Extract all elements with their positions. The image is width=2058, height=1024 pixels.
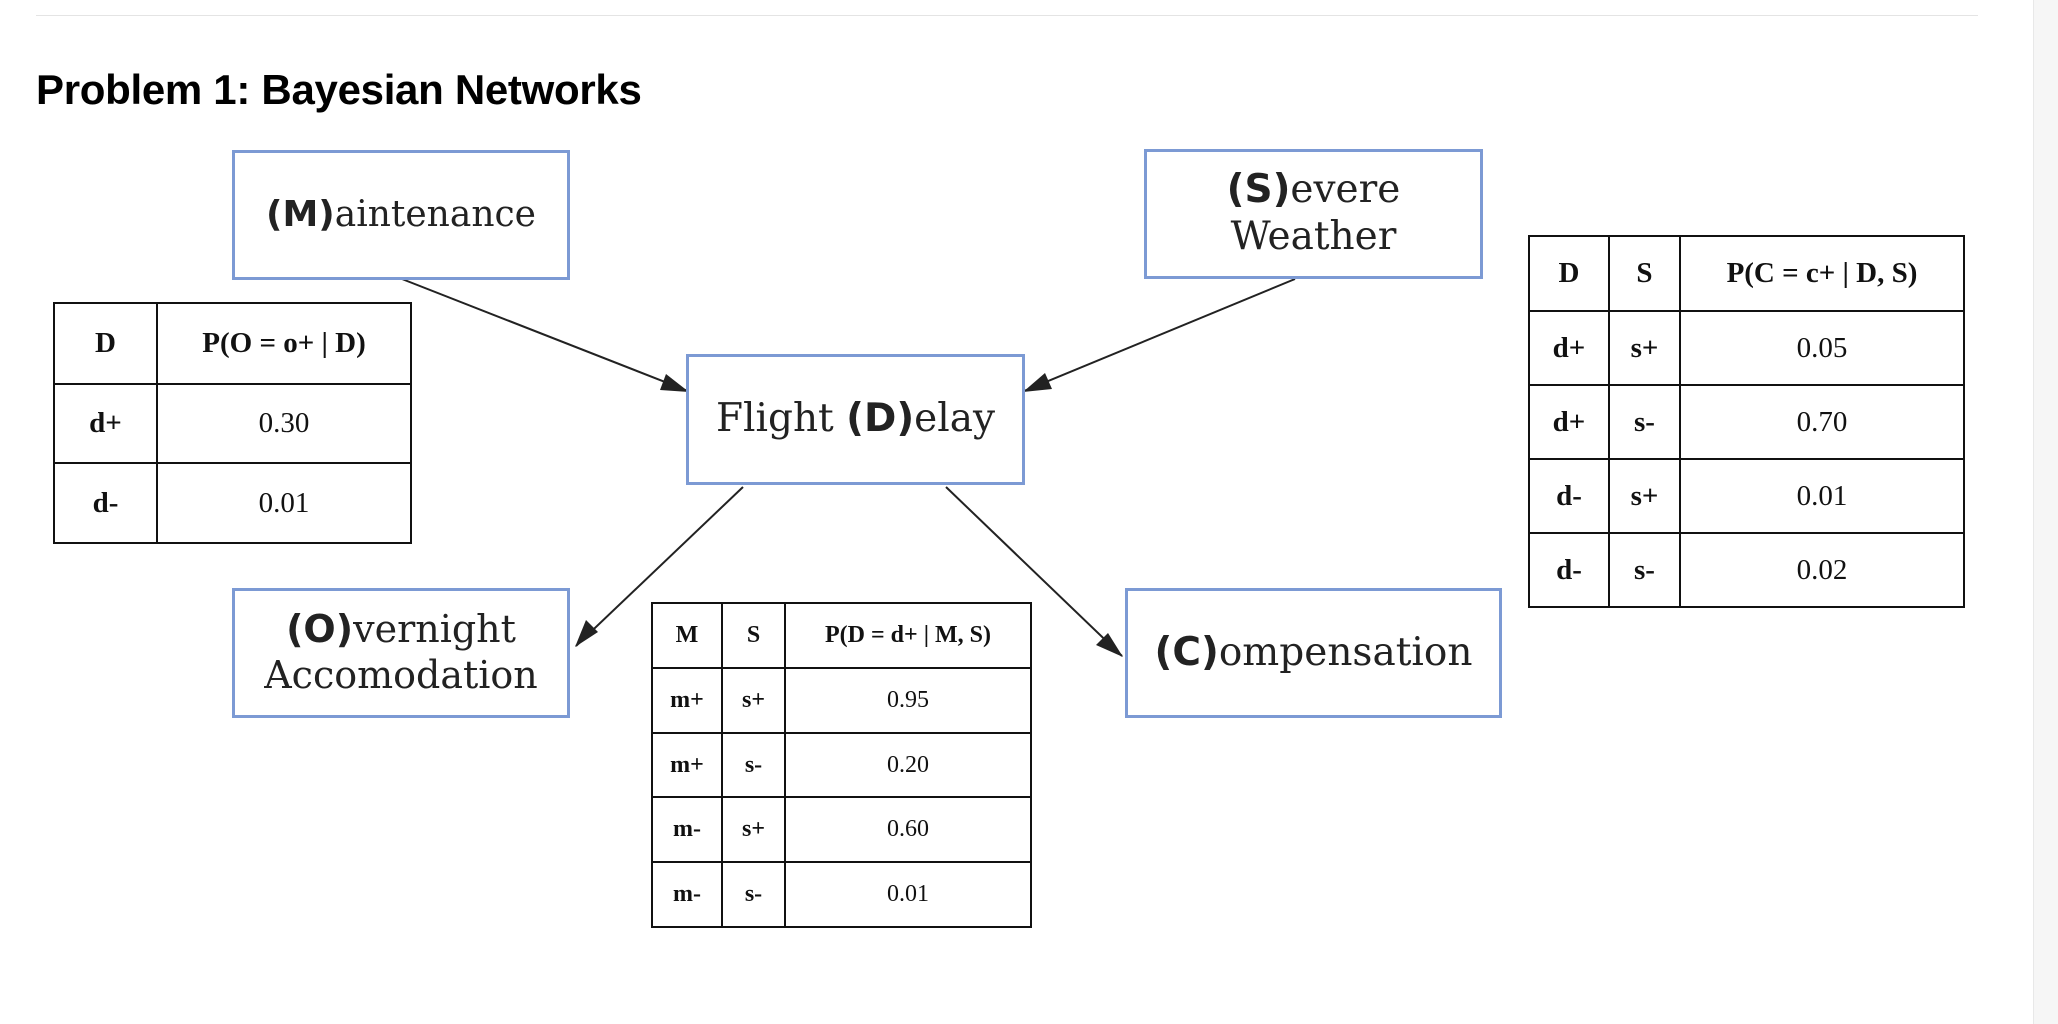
node-overnight-label: (O)vernight Accomodation <box>264 607 538 697</box>
table-row: d+ s- 0.70 <box>1528 384 1965 460</box>
table-header: P(D = d+ | M, S) <box>784 602 1032 669</box>
arrowhead-maintenance-to-delay <box>660 374 689 392</box>
table-cell: 0.05 <box>1679 310 1965 386</box>
table-row: m- s+ 0.60 <box>651 796 1032 863</box>
table-cell: s- <box>721 861 786 928</box>
node-maintenance: (M)aintenance <box>232 150 570 280</box>
table-cell: 0.01 <box>1679 458 1965 534</box>
node-compensation-label: (C)ompensation <box>1154 629 1473 675</box>
cpt-compensation: D S P(C = c+ | D, S) d+ s+ 0.05 d+ s- 0.… <box>1528 235 1965 608</box>
table-cell: 0.20 <box>784 732 1032 798</box>
table-header: S <box>721 602 786 669</box>
table-cell: 0.01 <box>784 861 1032 928</box>
table-cell: 0.60 <box>784 796 1032 863</box>
table-row: m- s- 0.01 <box>651 861 1032 928</box>
table-cell: m+ <box>651 667 723 734</box>
node-maintenance-label: (M)aintenance <box>266 194 536 236</box>
cpt-flight-delay: M S P(D = d+ | M, S) m+ s+ 0.95 m+ s- 0.… <box>651 602 1032 928</box>
table-cell: d- <box>1528 458 1610 534</box>
table-cell: d- <box>53 462 158 544</box>
table-header: D <box>1528 235 1610 312</box>
node-severe-weather-label: (S)evere Weather <box>1226 167 1401 259</box>
node-overnight-accomodation: (O)vernight Accomodation <box>232 588 570 718</box>
table-row: d- s- 0.02 <box>1528 532 1965 608</box>
node-compensation: (C)ompensation <box>1125 588 1502 718</box>
table-row: d- 0.01 <box>53 462 412 544</box>
table-cell: s- <box>721 732 786 798</box>
page-scrollbar[interactable] <box>2033 0 2058 1024</box>
table-cell: d+ <box>1528 384 1610 460</box>
arrowhead-delay-to-compensation <box>1096 633 1123 657</box>
cpt-overnight: D P(O = o+ | D) d+ 0.30 d- 0.01 <box>53 302 412 544</box>
table-header: P(C = c+ | D, S) <box>1679 235 1965 312</box>
table-cell: d+ <box>53 383 158 464</box>
arrowhead-delay-to-overnight <box>575 620 598 647</box>
table-header: M <box>651 602 723 669</box>
node-flight-delay: Flight (D)elay <box>686 354 1025 485</box>
table-header: P(O = o+ | D) <box>156 302 412 385</box>
table-header: D <box>53 302 158 385</box>
table-row: d+ 0.30 <box>53 383 412 464</box>
table-cell: m- <box>651 796 723 863</box>
table-cell: s+ <box>721 667 786 734</box>
arrowhead-weather-to-delay <box>1023 373 1052 392</box>
table-cell: 0.01 <box>156 462 412 544</box>
table-cell: s+ <box>1608 458 1681 534</box>
edge-maintenance-to-delay <box>401 278 689 392</box>
table-row: m+ s+ 0.95 <box>651 667 1032 734</box>
table-header-row: D P(O = o+ | D) <box>53 302 412 385</box>
table-cell: m+ <box>651 732 723 798</box>
table-cell: 0.70 <box>1679 384 1965 460</box>
top-divider <box>36 15 1978 16</box>
node-flight-delay-label: Flight (D)elay <box>715 396 996 442</box>
table-cell: 0.02 <box>1679 532 1965 608</box>
page-title: Problem 1: Bayesian Networks <box>36 66 642 113</box>
table-cell: m- <box>651 861 723 928</box>
table-cell: 0.95 <box>784 667 1032 734</box>
table-header-row: D S P(C = c+ | D, S) <box>1528 235 1965 312</box>
table-cell: 0.30 <box>156 383 412 464</box>
table-row: m+ s- 0.20 <box>651 732 1032 798</box>
table-row: d+ s+ 0.05 <box>1528 310 1965 386</box>
table-header: S <box>1608 235 1681 312</box>
node-severe-weather: (S)evere Weather <box>1144 149 1483 279</box>
table-row: d- s+ 0.01 <box>1528 458 1965 534</box>
edge-weather-to-delay <box>1023 278 1296 392</box>
table-cell: s+ <box>1608 310 1681 386</box>
table-cell: s+ <box>721 796 786 863</box>
table-cell: s- <box>1608 384 1681 460</box>
edge-delay-to-compensation <box>945 486 1123 657</box>
edge-delay-to-overnight <box>575 486 744 647</box>
table-cell: d- <box>1528 532 1610 608</box>
table-cell: s- <box>1608 532 1681 608</box>
table-cell: d+ <box>1528 310 1610 386</box>
table-header-row: M S P(D = d+ | M, S) <box>651 602 1032 669</box>
